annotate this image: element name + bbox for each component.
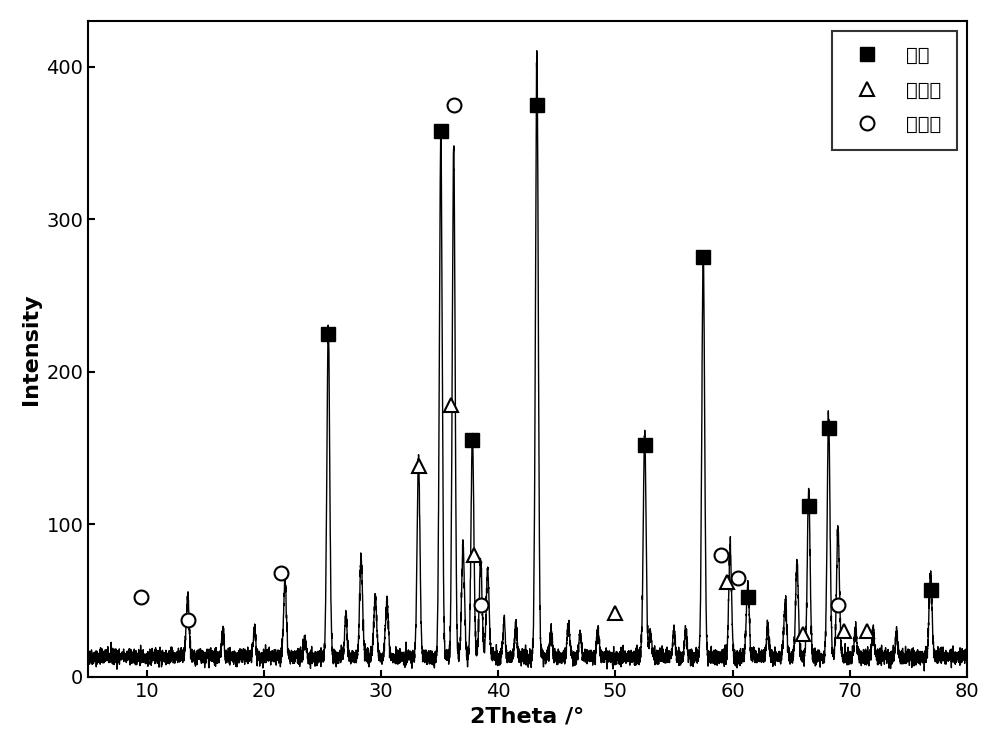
Y-axis label: Intensity: Intensity — [21, 293, 41, 405]
X-axis label: 2Theta /°: 2Theta /° — [470, 706, 585, 726]
Legend: 刚玉, 氮化铝, 氮化硅: 刚玉, 氮化铝, 氮化硅 — [832, 31, 957, 150]
